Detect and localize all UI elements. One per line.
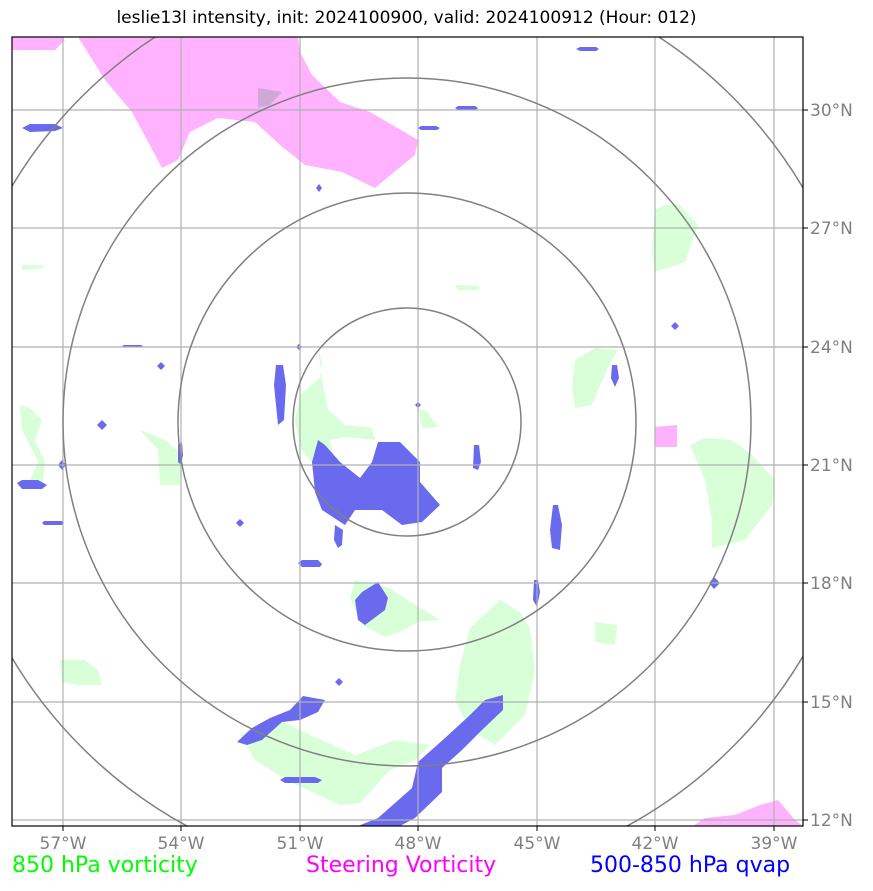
vorticity-area bbox=[455, 285, 480, 290]
steering-area bbox=[693, 800, 803, 826]
vorticity-area bbox=[60, 660, 102, 685]
legend-qvap: 500-850 hPa qvap bbox=[590, 853, 791, 878]
range-ring bbox=[62, 77, 752, 767]
vorticity-area bbox=[418, 408, 438, 428]
vorticity-area bbox=[455, 600, 535, 745]
qvap-area bbox=[17, 480, 47, 489]
vorticity-area bbox=[140, 430, 182, 485]
latitude-labels: 30°N 27°N 24°N 21°N 18°N 15°N 12°N bbox=[810, 101, 853, 831]
qvap-area bbox=[334, 525, 343, 548]
steering-overlap-patch bbox=[258, 88, 282, 108]
vorticity-area bbox=[595, 622, 617, 645]
qvap-area bbox=[550, 505, 562, 550]
qvap-area bbox=[236, 519, 244, 527]
qvap-area bbox=[611, 365, 619, 387]
lat-label: 18°N bbox=[810, 574, 853, 594]
lat-label: 24°N bbox=[810, 338, 853, 358]
vorticity-area bbox=[20, 405, 45, 490]
lat-label: 21°N bbox=[810, 456, 853, 476]
qvap-area bbox=[280, 777, 322, 783]
lon-label: 39°W bbox=[751, 834, 798, 854]
vorticity-area bbox=[652, 205, 698, 272]
qvap-area bbox=[335, 678, 343, 686]
longitude-labels: 57°W 54°W 51°W 48°W 45°W 42°W 39°W bbox=[40, 834, 798, 854]
qvap-area bbox=[355, 582, 388, 625]
qvap-area bbox=[455, 106, 478, 110]
qvap-area bbox=[671, 322, 679, 330]
lat-label: 30°N bbox=[810, 101, 853, 121]
range-ring bbox=[177, 192, 637, 652]
qvap-area bbox=[22, 124, 63, 132]
range-ring bbox=[292, 307, 522, 537]
legend-vorticity-850: 850 hPa vorticity bbox=[12, 853, 198, 878]
qvap-area bbox=[298, 560, 322, 567]
steering-area bbox=[655, 425, 677, 447]
qvap-area bbox=[97, 420, 107, 430]
qvap-area bbox=[418, 126, 440, 130]
qvap-area bbox=[473, 445, 481, 470]
tick-marks bbox=[62, 109, 808, 831]
qvap-layer bbox=[17, 47, 720, 826]
qvap-area bbox=[157, 362, 165, 370]
steering-vorticity-layer bbox=[12, 37, 803, 826]
lat-label: 12°N bbox=[810, 811, 853, 831]
qvap-area bbox=[274, 365, 286, 425]
lon-label: 42°W bbox=[632, 834, 679, 854]
map-frame bbox=[11, 36, 804, 827]
steering-area bbox=[78, 37, 418, 188]
vorticity-area bbox=[22, 265, 45, 270]
vorticity-area bbox=[295, 348, 375, 470]
steering-area bbox=[12, 37, 65, 50]
qvap-area bbox=[312, 440, 440, 525]
lat-label: 27°N bbox=[810, 219, 853, 239]
legend-steering-vorticity: Steering Vorticity bbox=[306, 853, 497, 878]
lat-label: 15°N bbox=[810, 693, 853, 713]
map-title: leslie13l intensity, init: 2024100900, v… bbox=[116, 8, 697, 28]
lon-label: 51°W bbox=[277, 834, 324, 854]
vorticity-area bbox=[572, 348, 618, 408]
vorticity-area bbox=[240, 718, 430, 805]
lon-label: 54°W bbox=[158, 834, 205, 854]
lon-label: 57°W bbox=[40, 834, 87, 854]
lon-label: 45°W bbox=[514, 834, 561, 854]
qvap-area bbox=[576, 47, 599, 51]
qvap-area bbox=[358, 695, 503, 826]
qvap-area bbox=[316, 184, 322, 192]
lon-label: 48°W bbox=[395, 834, 442, 854]
qvap-area bbox=[42, 521, 64, 525]
